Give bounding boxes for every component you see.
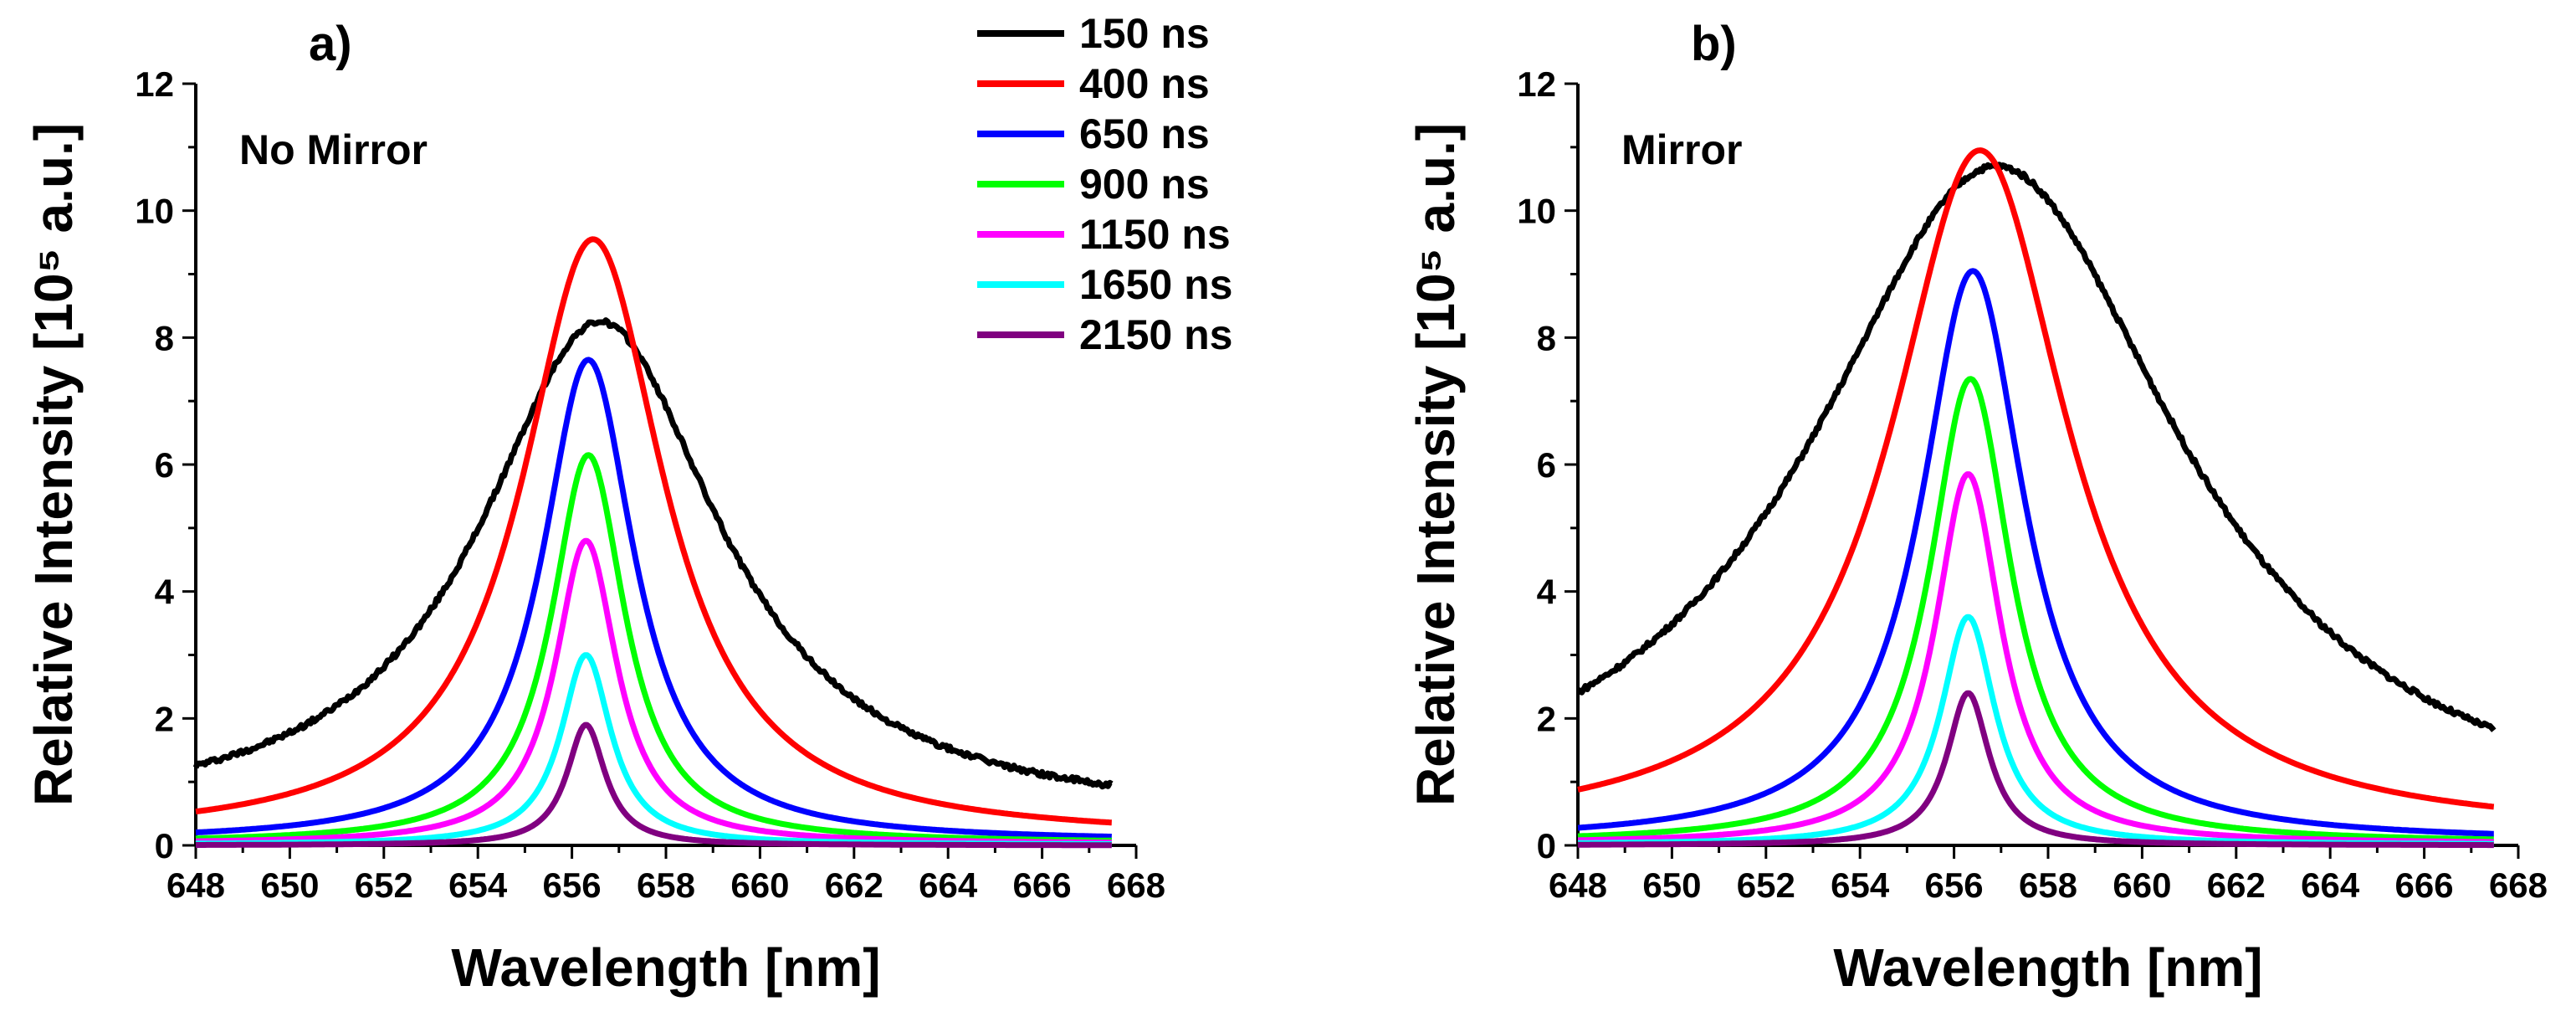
panel-a-annotation: No Mirror <box>239 126 428 173</box>
panel-a-x-tick-label: 662 <box>825 865 883 905</box>
panel-a-y-tick-label: 6 <box>155 445 174 485</box>
panel-b-x-tick-label: 668 <box>2489 865 2548 905</box>
panel-a-series-900-ns <box>194 452 1113 844</box>
panel-a-series-400-ns <box>194 236 1113 826</box>
legend-label: 150 ns <box>1079 10 1210 57</box>
panel-a-x-tick-label: 648 <box>166 865 225 905</box>
panel-b-y-tick-label: 6 <box>1537 445 1556 485</box>
panel-b-series-400-ns <box>1576 147 2495 810</box>
panel-a-series-1650-ns <box>194 652 1113 847</box>
panel-a-x-axis-title: Wavelength [nm] <box>451 937 880 998</box>
legend-label: 2150 ns <box>1079 311 1232 358</box>
legend-label: 1150 ns <box>1079 211 1231 258</box>
panel-a-x-tick-label: 650 <box>260 865 319 905</box>
panel-a-x-tick-label: 658 <box>637 865 695 905</box>
panel-a-series-1150-ns <box>194 537 1113 846</box>
panel-a-y-tick-label: 0 <box>155 826 174 865</box>
panel-b-x-tick-label: 662 <box>2207 865 2266 905</box>
panel-a-no-mirror: 648 650 652 654 656 658 660 662 664 666 668 0 2 4 6 8 10… <box>23 17 1165 998</box>
panel-a-x-tick-label: 656 <box>543 865 602 905</box>
panel-b-series-900-ns <box>1576 376 2495 843</box>
panel-b-series-1150-ns <box>1576 471 2495 845</box>
legend-label: 400 ns <box>1079 60 1210 107</box>
panel-b-y-tick-label: 2 <box>1537 699 1556 738</box>
panel-a-x-tick-label: 654 <box>448 865 508 905</box>
legend-label: 650 ns <box>1079 110 1210 157</box>
panel-b-x-tick-label: 658 <box>2019 865 2077 905</box>
panel-b-x-tick-label: 650 <box>1642 865 1701 905</box>
panel-a-series-2150-ns <box>194 721 1113 849</box>
panel-b-annotation: Mirror <box>1621 126 1742 173</box>
panel-b-x-tick-label: 660 <box>2113 865 2171 905</box>
panel-b-y-axis-title: Relative Intensity [10⁵ a.u.] <box>1406 123 1466 806</box>
panel-a-y-tick-label: 4 <box>155 573 175 612</box>
panel-b-x-tick-label: 652 <box>1737 865 1795 905</box>
panel-a-y-tick-label: 2 <box>155 699 174 738</box>
panel-a-series-650-ns <box>194 357 1113 840</box>
panel-b-x-axis-title: Wavelength [nm] <box>1833 937 2262 998</box>
panel-a-x-tick-label: 666 <box>1013 865 1072 905</box>
panel-b-x-tick-label: 648 <box>1549 865 1607 905</box>
panel-b-y-tick-label: 8 <box>1537 318 1556 357</box>
legend-label: 900 ns <box>1079 161 1210 208</box>
panel-b-mirror: 648 650 652 654 656 658 660 662 664 666 668 0 2 4 6 8 10… <box>1406 17 2548 998</box>
panel-a-label: a) <box>309 17 352 71</box>
panel-b-x-tick-label: 666 <box>2395 865 2454 905</box>
panel-b-y-tick-label: 12 <box>1517 64 1556 104</box>
panel-b-series-2150-ns <box>1576 690 2495 849</box>
panel-a-x-tick-label: 652 <box>355 865 413 905</box>
panel-a-x-tick-label: 668 <box>1107 865 1165 905</box>
panel-b-label: b) <box>1691 17 1737 71</box>
panel-a-x-tick-label: 664 <box>919 865 978 905</box>
panel-b-y-tick-label: 0 <box>1537 826 1556 865</box>
panel-b-series-150-ns <box>1575 162 2497 732</box>
legend-label: 1650 ns <box>1079 261 1232 308</box>
panel-a-y-axis-title: Relative Intensity [10⁵ a.u.] <box>23 123 84 806</box>
panel-b-y-tick-label: 10 <box>1517 192 1556 231</box>
panel-a-y-tick-label: 10 <box>135 192 174 231</box>
panel-a-series-150-ns <box>192 317 1114 790</box>
panel-a-x-tick-label: 660 <box>730 865 789 905</box>
panel-b-x-tick-label: 654 <box>1831 865 1890 905</box>
panel-b-x-tick-label: 664 <box>2301 865 2360 905</box>
panel-a-y-tick-label: 8 <box>155 318 174 357</box>
panel-b-x-tick-label: 656 <box>1925 865 1984 905</box>
panel-b-y-tick-label: 4 <box>1537 573 1557 612</box>
panel-a-y-tick-label: 12 <box>135 64 174 104</box>
panel-b-series-650-ns <box>1576 268 2495 837</box>
